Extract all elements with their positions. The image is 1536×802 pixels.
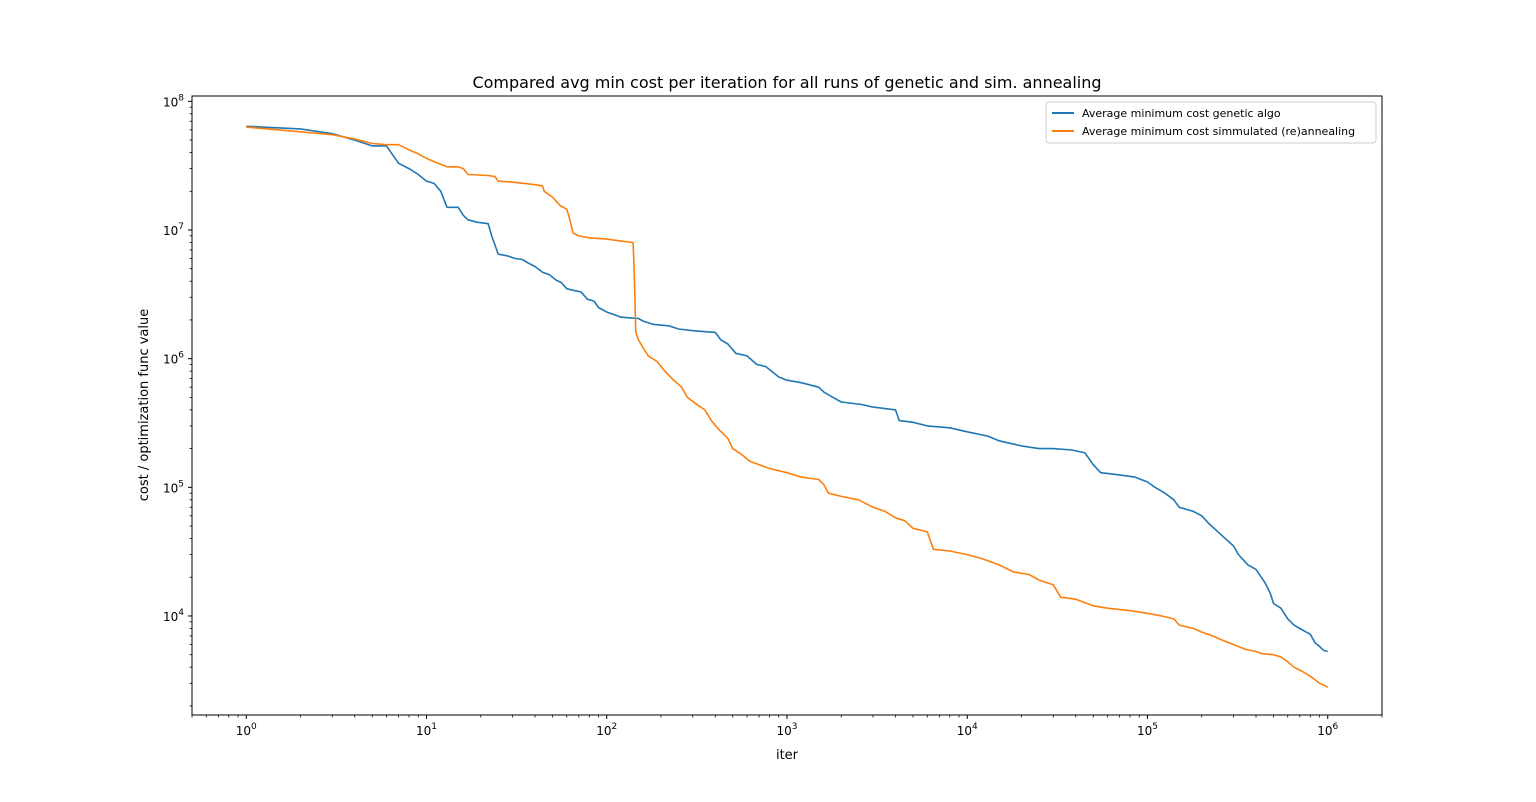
plot-lines — [246, 125, 1329, 688]
y-axis-label: cost / optimization func value — [137, 309, 152, 501]
x-tick-label: 104 — [957, 722, 978, 738]
legend-box — [1045, 101, 1377, 144]
x-tick-label: 106 — [1317, 722, 1338, 738]
x-tick-label: 105 — [1137, 722, 1158, 738]
y-tick-label: 108 — [163, 93, 184, 109]
series-line-genetic — [246, 125, 1328, 653]
legend: Average minimum cost genetic algo Averag… — [1045, 101, 1377, 144]
x-tick-label: 102 — [596, 722, 617, 738]
x-tick-label: 100 — [236, 722, 257, 738]
y-tick-label: 105 — [163, 479, 184, 495]
y-tick-label: 106 — [163, 351, 184, 367]
plot-frame — [191, 95, 1383, 716]
legend-label-genetic: Average minimum cost genetic algo — [1082, 107, 1281, 120]
x-axis-ticks: 100 101 102 103 104 105 106 — [191, 715, 1383, 738]
y-tick-label: 107 — [163, 222, 184, 238]
chart-title: Compared avg min cost per iteration for … — [472, 73, 1101, 92]
y-axis-ticks: 104 105 106 107 108 — [163, 93, 192, 707]
x-axis-label: iter — [776, 748, 799, 763]
series-line-annealing — [246, 126, 1329, 688]
x-tick-label: 103 — [776, 722, 797, 738]
x-tick-label: 101 — [416, 722, 437, 738]
legend-label-annealing: Average minimum cost simmulated (re)anne… — [1082, 125, 1355, 138]
y-tick-label: 104 — [163, 608, 184, 624]
